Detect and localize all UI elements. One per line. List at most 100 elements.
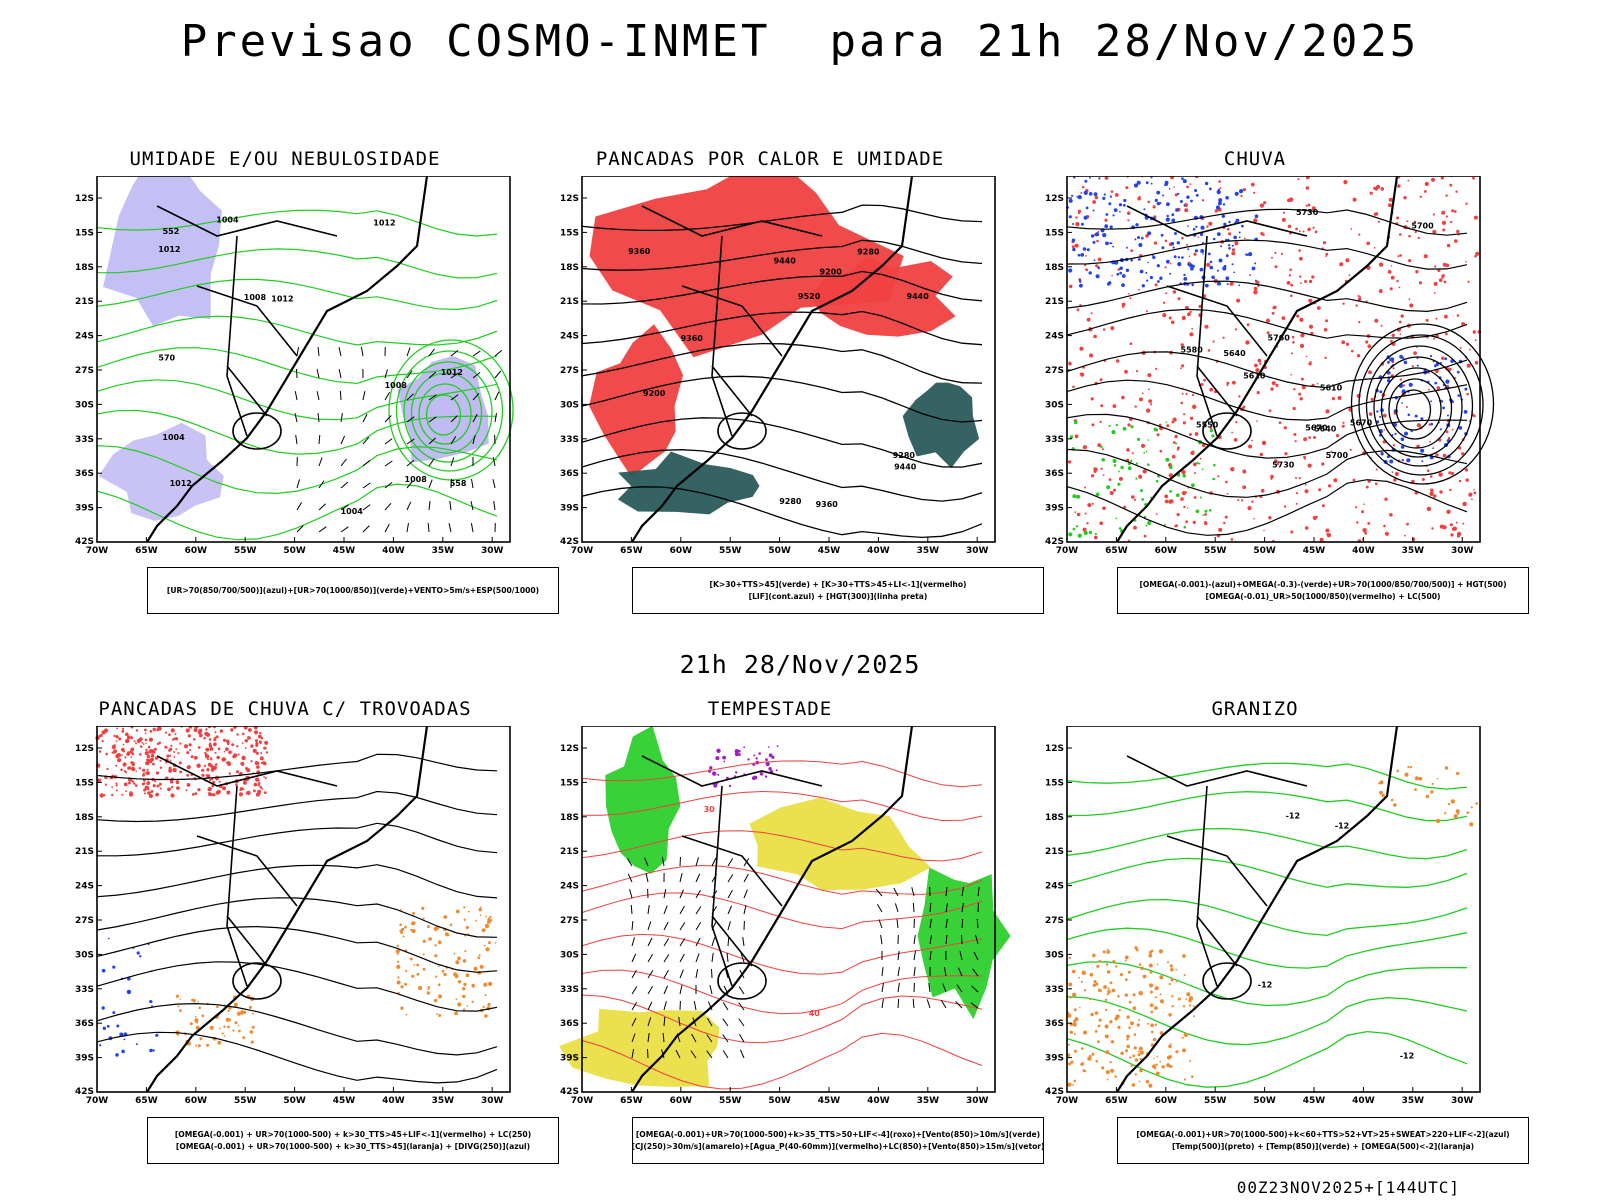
wind-vector	[896, 919, 899, 929]
storm-mark	[764, 775, 768, 778]
rain-mark	[1384, 497, 1388, 501]
wind-vector	[647, 905, 650, 915]
contour-label: 1012	[271, 295, 293, 304]
rain-mark	[1102, 196, 1106, 200]
forecast-map[interactable]: 5730576057005670564056105730570056705640…	[1020, 176, 1500, 576]
rain-mark	[1419, 195, 1422, 198]
cyclone-contour	[1358, 334, 1484, 476]
rain-mark	[1116, 272, 1120, 276]
thunder-mark	[209, 747, 214, 751]
rain-mark	[1147, 373, 1152, 378]
wind-vector	[663, 921, 669, 931]
hail-mark	[1193, 1015, 1195, 1018]
rain-mark	[1192, 520, 1196, 524]
wind-vector	[722, 1018, 729, 1027]
thunder-mark	[427, 988, 430, 991]
rain-mark	[1090, 474, 1095, 478]
wind-vector	[743, 889, 748, 899]
thunder-mark	[145, 758, 149, 761]
wind-vector	[631, 920, 634, 931]
rain-mark	[1195, 225, 1198, 228]
thunder-mark	[246, 790, 251, 795]
rain-mark	[1275, 383, 1279, 387]
rain-mark	[1358, 321, 1361, 324]
rain-mark	[1094, 232, 1100, 237]
rain-mark	[1183, 413, 1186, 416]
thunder-mark	[478, 954, 481, 957]
rain-mark	[1223, 222, 1227, 226]
rain-mark	[1216, 190, 1221, 195]
rain-mark	[1084, 486, 1087, 489]
coastline	[711, 785, 733, 987]
wind-vector	[428, 416, 437, 423]
thunder-mark	[123, 1038, 126, 1041]
hail-mark	[1147, 1022, 1150, 1025]
rain-mark	[1100, 445, 1103, 448]
panel-legend: [OMEGA(-0.001)+UR>70(1000-500)+k<60+TTS>…	[1117, 1117, 1529, 1164]
lat-label: 24S	[1045, 332, 1064, 342]
rain-mark	[1201, 468, 1204, 471]
rain-mark	[1143, 534, 1147, 538]
wind-vector	[940, 1000, 947, 1009]
rain-mark	[1172, 417, 1177, 422]
rain-mark	[1165, 217, 1170, 222]
thunder-mark	[145, 748, 148, 752]
lon-label: 50W	[1253, 546, 1276, 556]
rain-mark	[1300, 333, 1305, 338]
rain-mark	[1387, 270, 1392, 274]
rain-mark	[1199, 496, 1202, 499]
rain-mark	[1162, 194, 1165, 197]
thunder-mark	[189, 749, 192, 752]
rain-mark	[1160, 233, 1164, 237]
forecast-map[interactable]: -12-12-12-1212S15S18S21S24S27S30S33S36S3…	[1020, 726, 1500, 1126]
rain-mark	[1142, 469, 1147, 474]
rain-mark	[1150, 176, 1153, 179]
rain-mark	[1225, 196, 1229, 200]
rain-mark	[1350, 228, 1353, 230]
wind-vector	[428, 371, 437, 379]
forecast-map[interactable]: 9520944093609440928094409360928093609200…	[535, 176, 1015, 576]
thunder-mark	[120, 768, 123, 772]
wind-vector	[362, 460, 371, 467]
thunder-mark	[177, 1005, 180, 1008]
wind-vector	[317, 346, 320, 357]
rain-mark	[1212, 237, 1216, 241]
rain-mark	[1293, 388, 1296, 391]
rain-mark	[1341, 424, 1345, 428]
forecast-map[interactable]: 403012S15S18S21S24S27S30S33S36S39S42S70W…	[535, 726, 1015, 1126]
contour-label: 9200	[820, 268, 843, 277]
thunder-mark	[257, 784, 261, 787]
rain-mark	[1238, 284, 1241, 287]
rain-mark	[1250, 182, 1255, 187]
rain-mark	[1176, 493, 1180, 498]
hail-mark	[1132, 993, 1136, 997]
hail-mark	[1126, 1034, 1130, 1039]
rain-mark	[1434, 265, 1437, 268]
thunder-mark	[252, 748, 257, 753]
rain-mark	[1140, 443, 1146, 448]
thunder-mark	[478, 908, 482, 912]
lat-label: 36S	[1045, 469, 1064, 479]
rain-mark	[1435, 362, 1439, 367]
streamline	[96, 1002, 498, 1056]
rain-mark	[1357, 295, 1360, 298]
thunder-mark	[257, 779, 260, 782]
convection-area	[902, 382, 980, 469]
wind-vector	[738, 986, 745, 995]
rain-mark	[1429, 491, 1434, 496]
lon-label: 30W	[1451, 546, 1474, 556]
hail-mark	[1114, 1075, 1117, 1078]
thunder-mark	[201, 768, 205, 772]
thunder-mark	[97, 778, 101, 783]
lat-label: 15S	[560, 228, 579, 238]
rain-mark	[1411, 365, 1414, 368]
rain-mark	[1068, 198, 1073, 203]
lat-label: 12S	[75, 744, 94, 754]
wind-vector	[956, 984, 963, 993]
temperature-contour	[1066, 927, 1468, 969]
forecast-map[interactable]: 1008101210121004101210081004101210081004…	[50, 176, 530, 576]
thunder-mark	[199, 1037, 203, 1041]
hail-mark	[1078, 976, 1081, 979]
